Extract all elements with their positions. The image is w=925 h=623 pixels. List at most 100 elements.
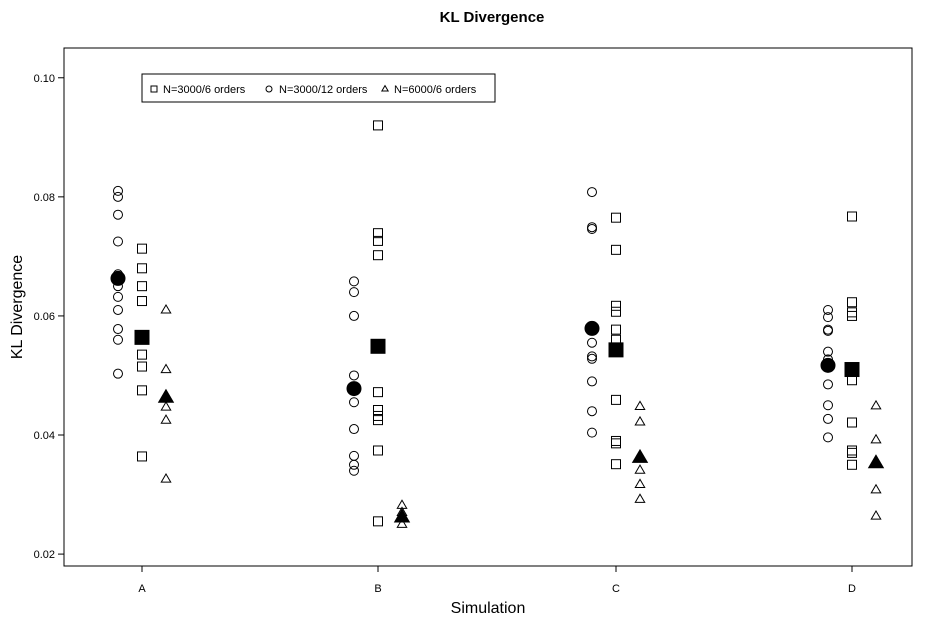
x-tick-label: D (848, 583, 856, 595)
legend-box (141, 73, 496, 103)
square-point (611, 306, 621, 317)
square-point (373, 405, 383, 416)
circle-point (823, 400, 833, 411)
square-point (137, 296, 147, 307)
square-point (611, 300, 621, 311)
data-points (110, 120, 885, 528)
circle-point (113, 236, 123, 247)
circle-point (587, 187, 597, 198)
circle-point (349, 450, 359, 461)
triangle-point (634, 400, 646, 411)
circle-point (113, 334, 123, 345)
triangle-point (160, 363, 172, 374)
circle-mean-point (110, 270, 126, 286)
triangle-point (634, 415, 646, 426)
x-axis: A B C D (138, 566, 856, 595)
chart-title: KL Divergence (440, 9, 545, 26)
x-tick-label: C (612, 583, 620, 595)
y-tick-label: 0.04 (34, 430, 55, 442)
circle-point (349, 459, 359, 470)
square-point (611, 394, 621, 405)
square-point (137, 451, 147, 462)
y-tick-label: 0.10 (34, 73, 55, 85)
circle-point (349, 465, 359, 476)
circle-point (587, 224, 597, 235)
circle-point (349, 370, 359, 381)
square-mean-point (134, 329, 150, 345)
circle-point (349, 424, 359, 435)
triangle-mean-point (631, 448, 649, 463)
legend-label: N=6000/6 orders (394, 84, 477, 96)
triangle-point (396, 518, 408, 528)
square-point (137, 361, 147, 372)
circle-point (113, 304, 123, 315)
circle-point (587, 337, 597, 348)
circle-point (587, 376, 597, 387)
legend-label: N=3000/6 orders (163, 84, 246, 96)
legend-marker-circle (265, 85, 273, 93)
square-point (847, 297, 857, 308)
triangle-mean-point (157, 388, 175, 403)
square-point (373, 387, 383, 398)
circle-point (113, 191, 123, 202)
x-axis-label: Simulation (451, 600, 526, 617)
circle-point (823, 432, 833, 443)
legend-label: N=3000/12 orders (279, 84, 368, 96)
legend: N=3000/6 orders N=3000/12 orders N=6000/6 … (141, 73, 496, 103)
square-point (847, 447, 857, 458)
square-point (373, 445, 383, 456)
circle-mean-point (584, 320, 600, 336)
square-point (137, 281, 147, 292)
square-point (611, 435, 621, 446)
y-tick-label: 0.06 (34, 311, 55, 323)
square-point (611, 459, 621, 470)
circle-point (113, 291, 123, 302)
circle-point (349, 276, 359, 287)
square-point (847, 459, 857, 470)
square-point (137, 349, 147, 360)
square-point (373, 415, 383, 426)
legend-marker-triangle (380, 84, 390, 92)
square-point (373, 250, 383, 261)
square-point (137, 385, 147, 396)
circle-point (587, 351, 597, 362)
triangle-point (634, 464, 646, 474)
square-point (373, 120, 383, 131)
circle-point (587, 406, 597, 417)
square-point (847, 375, 857, 386)
square-point (847, 445, 857, 456)
circle-point (113, 368, 123, 379)
y-axis: 0.02 0.04 0.06 0.08 0.10 (34, 73, 64, 561)
circle-point (823, 346, 833, 357)
circle-point (587, 353, 597, 364)
legend-marker-square (150, 85, 158, 93)
triangle-point (870, 509, 882, 520)
circle-point (349, 287, 359, 298)
triangle-point (160, 473, 172, 483)
circle-point (823, 325, 833, 336)
circle-point (349, 397, 359, 408)
circle-mean-point (346, 381, 362, 397)
circle-point (587, 427, 597, 438)
square-point (611, 212, 621, 223)
circle-mean-point (820, 357, 836, 373)
x-tick-label: A (138, 583, 146, 595)
circle-point (823, 304, 833, 315)
square-point (373, 516, 383, 527)
square-point (847, 307, 857, 318)
triangle-point (160, 414, 172, 424)
triangle-point (870, 433, 882, 444)
square-point (373, 228, 383, 239)
triangle-point (160, 303, 172, 314)
circle-point (113, 209, 123, 220)
triangle-point (634, 478, 646, 489)
square-point (373, 235, 383, 246)
triangle-mean-point (393, 508, 411, 523)
x-tick-label: B (374, 583, 381, 595)
square-point (611, 324, 621, 335)
square-point (137, 263, 147, 274)
square-mean-point (844, 362, 860, 378)
circle-point (349, 310, 359, 321)
square-point (611, 438, 621, 449)
